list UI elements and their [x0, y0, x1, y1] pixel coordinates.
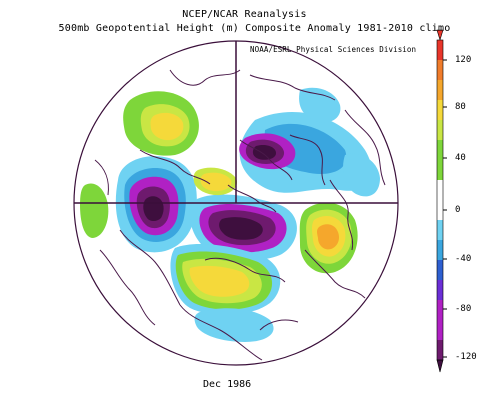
colorbar	[436, 29, 447, 373]
colorbar-label-neg-120: -120	[455, 352, 477, 362]
coastlines	[94, 69, 386, 361]
credit-label: NOAA/ESRL Physical Sciences Division	[250, 45, 417, 54]
colorbar-label-neg-40: -40	[455, 254, 472, 264]
colorbar-label-40: 40	[455, 153, 466, 163]
colorbar-label-120: 120	[455, 55, 472, 65]
colorbar-label-0: 0	[455, 205, 461, 215]
anomaly-shading	[80, 87, 380, 342]
colorbar-label-80: 80	[455, 102, 466, 112]
title-line-1: NCEP/NCAR Reanalysis	[182, 9, 307, 20]
colorbar-label-neg-80: -80	[455, 304, 472, 314]
date-label: Dec 1986	[203, 379, 252, 390]
title-line-2: 500mb Geopotential Height (m) Composite …	[58, 23, 451, 34]
